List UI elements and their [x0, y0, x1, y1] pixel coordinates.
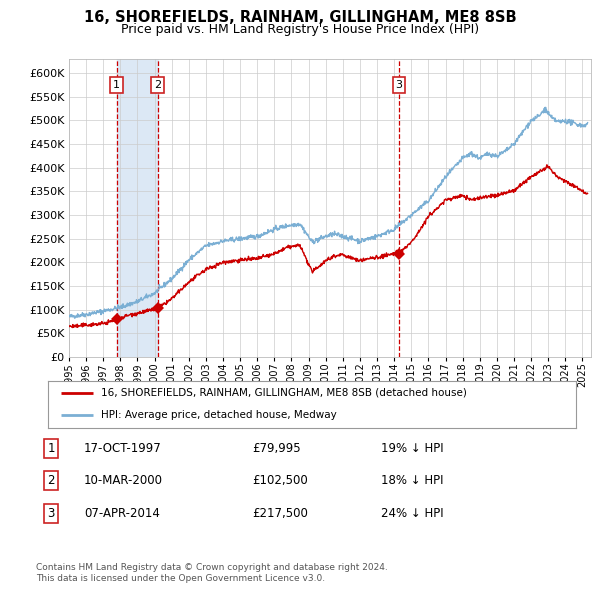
- Text: 2: 2: [154, 80, 161, 90]
- Text: 17-OCT-1997: 17-OCT-1997: [84, 442, 162, 455]
- Text: £217,500: £217,500: [252, 507, 308, 520]
- Text: This data is licensed under the Open Government Licence v3.0.: This data is licensed under the Open Gov…: [36, 573, 325, 583]
- Text: £102,500: £102,500: [252, 474, 308, 487]
- Text: 2: 2: [47, 474, 55, 487]
- Text: 1: 1: [113, 80, 120, 90]
- Bar: [117, 59, 158, 357]
- Text: 18% ↓ HPI: 18% ↓ HPI: [381, 474, 443, 487]
- Text: 24% ↓ HPI: 24% ↓ HPI: [381, 507, 443, 520]
- Text: Contains HM Land Registry data © Crown copyright and database right 2024.: Contains HM Land Registry data © Crown c…: [36, 563, 388, 572]
- Text: 1: 1: [47, 442, 55, 455]
- Text: 10-MAR-2000: 10-MAR-2000: [84, 474, 163, 487]
- Text: 16, SHOREFIELDS, RAINHAM, GILLINGHAM, ME8 8SB: 16, SHOREFIELDS, RAINHAM, GILLINGHAM, ME…: [83, 10, 517, 25]
- Text: 3: 3: [395, 80, 403, 90]
- Text: 07-APR-2014: 07-APR-2014: [84, 507, 160, 520]
- Text: 19% ↓ HPI: 19% ↓ HPI: [381, 442, 443, 455]
- Text: Price paid vs. HM Land Registry's House Price Index (HPI): Price paid vs. HM Land Registry's House …: [121, 23, 479, 36]
- Text: 3: 3: [47, 507, 55, 520]
- Text: HPI: Average price, detached house, Medway: HPI: Average price, detached house, Medw…: [101, 411, 337, 421]
- Text: £79,995: £79,995: [252, 442, 301, 455]
- Text: 16, SHOREFIELDS, RAINHAM, GILLINGHAM, ME8 8SB (detached house): 16, SHOREFIELDS, RAINHAM, GILLINGHAM, ME…: [101, 388, 467, 398]
